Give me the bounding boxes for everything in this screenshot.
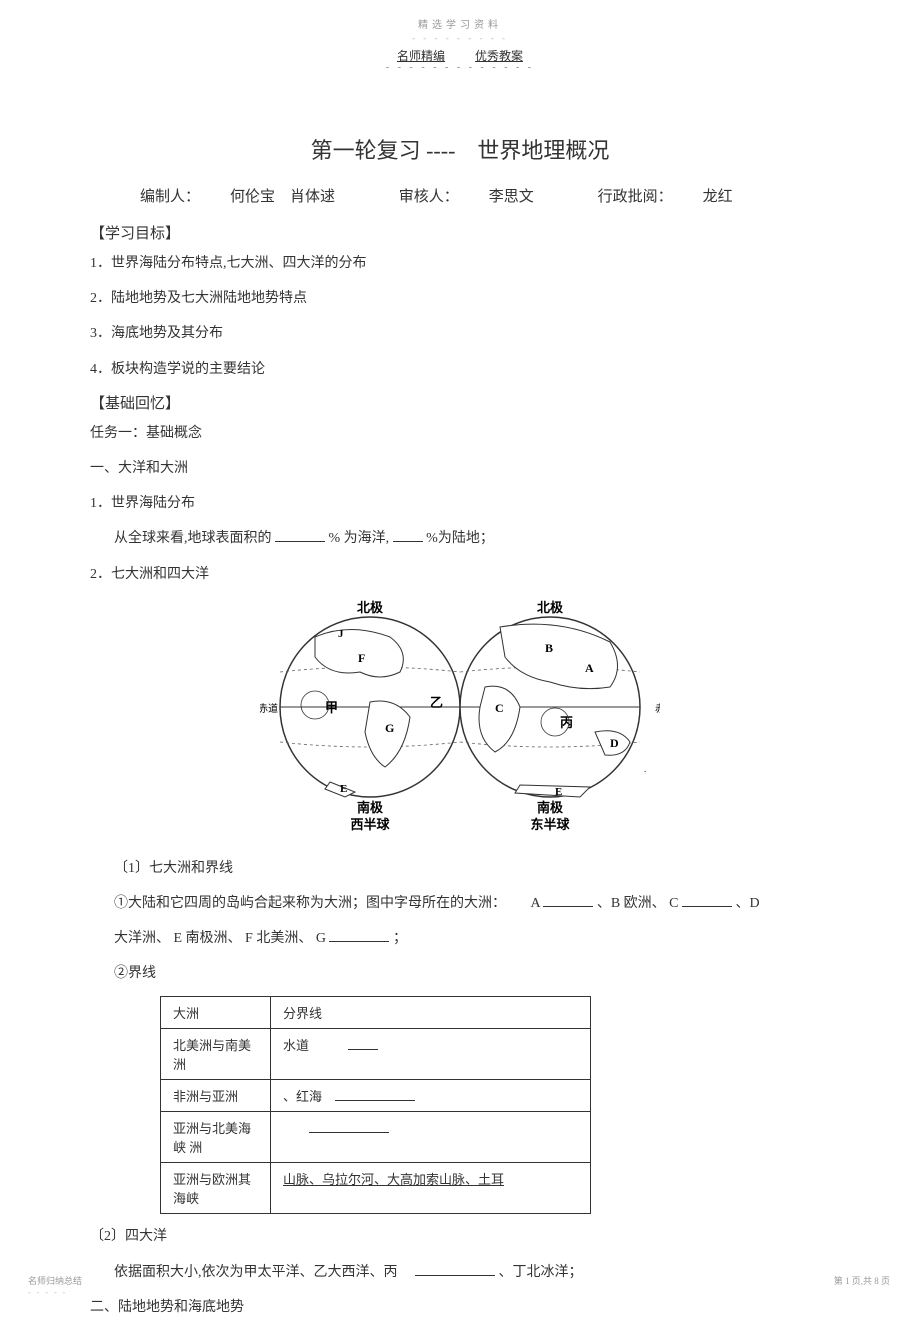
- globe-north-w: 北极: [357, 600, 384, 615]
- item2: 2．七大洲和四大洋: [90, 562, 830, 587]
- item1-sub-pre: 从全球来看,地球表面积的: [114, 531, 272, 546]
- page-title: 第一轮复习 ---- 世界地理概况: [90, 133, 830, 165]
- globe-diagram: 北极 南极 西半球 赤道 J F 甲 乙 G E 北极 南极 东半球 赤道: [90, 597, 830, 842]
- blank-g: [329, 928, 389, 942]
- svg-text:丙: 丙: [560, 715, 573, 730]
- td-r4c1: 亚洲与欧洲其海峡: [161, 1163, 271, 1214]
- globe-south-w: 南极: [357, 800, 384, 815]
- td-r3c1: 亚洲与北美海峡 洲: [161, 1112, 271, 1163]
- th-boundary: 分界线: [271, 997, 591, 1029]
- item1: 1．世界海陆分布: [90, 491, 830, 516]
- table-header-row: 大洲 分界线: [161, 997, 591, 1029]
- svg-text:D: D: [610, 736, 619, 750]
- border-table: 大洲 分界线 北美洲与南美洲 水道 非洲与亚洲 、红海 亚洲与北美海峡 洲 亚洲…: [160, 996, 591, 1214]
- globe-east-label: 东半球: [530, 817, 570, 832]
- blank-r2: [335, 1087, 415, 1101]
- mubiao-item-2: 2．陆地地势及七大洲陆地地势特点: [90, 286, 830, 311]
- header-sub-gap: [448, 49, 472, 63]
- header-sub-dashes: - - - - - - - - - - - - -: [0, 62, 920, 73]
- mubiao-item-1: 1．世界海陆分布特点,七大洲、四大洋的分布: [90, 251, 830, 276]
- yi-title: 一、大洋和大洲: [90, 456, 830, 481]
- table-row: 非洲与亚洲 、红海: [161, 1080, 591, 1112]
- shenhe: 审核人：李思文: [399, 189, 564, 205]
- td-r4c2: 山脉、乌拉尔河、大高加索山脉、土耳: [271, 1163, 591, 1214]
- renwu1: 任务一：基础概念: [90, 421, 830, 446]
- sub1-line2-end: ；: [393, 931, 407, 946]
- svg-text:F: F: [358, 651, 365, 665]
- footer-left-dashes: - - - - -: [28, 1288, 67, 1297]
- item1-sub-mid: % 为海洋,: [329, 531, 390, 546]
- globe-west-label: 西半球: [350, 817, 390, 832]
- blank-bing: [415, 1262, 495, 1276]
- blank-r3: [309, 1119, 389, 1133]
- table-row: 北美洲与南美洲 水道: [161, 1029, 591, 1080]
- mubiao-item-3: 3．海底地势及其分布: [90, 321, 830, 346]
- header-sub-right: 优秀教案: [475, 49, 523, 63]
- sub2-title: 〔2〕四大洋: [90, 1224, 830, 1249]
- sub2-line-end: 、丁北冰洋；: [499, 1265, 583, 1280]
- globe-south-e: 南极: [537, 800, 564, 815]
- globe-equator-w: 赤道: [260, 702, 278, 715]
- globe-equator-e: 赤道: [655, 702, 660, 715]
- header-dashes: - - - - - - - - -: [0, 33, 920, 43]
- svg-text:B: B: [545, 641, 553, 655]
- bianzhi: 编制人：何伦宝 肖体逑: [140, 189, 365, 205]
- table-row: 亚洲与北美海峡 洲: [161, 1112, 591, 1163]
- mubiao-head: 【学习目标】: [90, 222, 830, 243]
- td-r3c2: [271, 1112, 591, 1163]
- blank-c: [682, 893, 732, 907]
- sub1-line1-b: 、B 欧洲、 C: [597, 896, 679, 911]
- sub1-line2: 大洋洲、 E 南极洲、 F 北美洲、 G ；: [90, 926, 830, 951]
- jichu-head: 【基础回忆】: [90, 392, 830, 413]
- sub1-title: 〔1〕七大洲和界线: [90, 856, 830, 881]
- er-title: 二、陆地地势和海底地势: [90, 1295, 830, 1320]
- xingzheng: 行政批阅：龙红: [598, 189, 763, 205]
- td-r1c1: 北美洲与南美洲: [161, 1029, 271, 1080]
- svg-text:乙: 乙: [430, 695, 443, 710]
- mubiao-item-4: 4．板块构造学说的主要结论: [90, 357, 830, 382]
- footer-right: 第 1 页,共 8 页: [834, 1274, 890, 1287]
- svg-text:G: G: [385, 721, 394, 735]
- content-area: 第一轮复习 ---- 世界地理概况 编制人：何伦宝 肖体逑 审核人：李思文 行政…: [0, 133, 920, 1320]
- header-sub-left: 名师精编: [397, 49, 445, 63]
- footer-left: 名师归纳总结: [28, 1274, 82, 1287]
- svg-text:J: J: [338, 628, 344, 640]
- blank-land-pct: [393, 528, 423, 542]
- svg-text:A: A: [585, 661, 594, 675]
- sub1-line1: ①大陆和它四周的岛屿合起来称为大洲；图中字母所在的大洲： A 、B 欧洲、 C …: [90, 891, 830, 916]
- sub2-line: 依据面积大小,依次为甲太平洋、乙大西洋、丙 、丁北冰洋；: [90, 1260, 830, 1285]
- sub1-line1-a: A: [531, 896, 540, 911]
- svg-text:E: E: [555, 786, 562, 798]
- td-r1c2: 水道: [271, 1029, 591, 1080]
- globe-north-e: 北极: [537, 600, 564, 615]
- th-continent: 大洲: [161, 997, 271, 1029]
- header-top-label: 精选学习资料: [0, 0, 920, 31]
- sub1-line1-pre: ①大陆和它四周的岛屿合起来称为大洲；图中字母所在的大洲：: [114, 896, 499, 911]
- sub1-line1-d: 、D: [736, 896, 760, 911]
- table-row: 亚洲与欧洲其海峡 山脉、乌拉尔河、大高加索山脉、土耳: [161, 1163, 591, 1214]
- author-line: 编制人：何伦宝 肖体逑 审核人：李思文 行政批阅：龙红: [90, 185, 830, 206]
- blank-a: [543, 893, 593, 907]
- svg-text:E: E: [340, 783, 347, 795]
- item1-sub: 从全球来看,地球表面积的 % 为海洋, %为陆地；: [90, 526, 830, 551]
- td-r2c1: 非洲与亚洲: [161, 1080, 271, 1112]
- sub1-line3: ②界线: [90, 961, 830, 986]
- blank-ocean-pct: [275, 528, 325, 542]
- item1-sub-end: %为陆地；: [426, 531, 494, 546]
- sub1-line2-text: 大洋洲、 E 南极洲、 F 北美洲、 G: [114, 931, 326, 946]
- td-r2c2: 、红海: [271, 1080, 591, 1112]
- svg-text:.: .: [644, 764, 646, 774]
- svg-text:C: C: [495, 701, 504, 715]
- sub2-line-pre: 依据面积大小,依次为甲太平洋、乙大西洋、丙: [114, 1265, 398, 1280]
- blank-r1: [348, 1036, 378, 1050]
